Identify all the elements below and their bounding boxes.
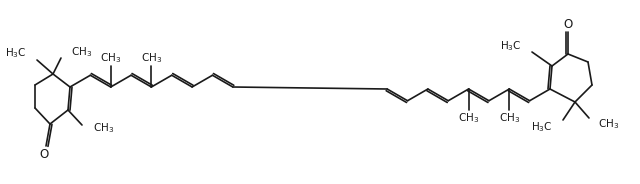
Text: CH$_3$: CH$_3$	[598, 117, 620, 131]
Text: CH$_3$: CH$_3$	[141, 51, 162, 65]
Text: H$_3$C: H$_3$C	[531, 120, 553, 134]
Text: CH$_3$: CH$_3$	[71, 45, 92, 59]
Text: O: O	[563, 17, 573, 31]
Text: CH$_3$: CH$_3$	[93, 121, 114, 135]
Text: H$_3$C: H$_3$C	[5, 46, 27, 60]
Text: CH$_3$: CH$_3$	[499, 111, 520, 125]
Text: CH$_3$: CH$_3$	[100, 51, 122, 65]
Text: CH$_3$: CH$_3$	[458, 111, 479, 125]
Text: H$_3$C: H$_3$C	[500, 39, 522, 53]
Text: O: O	[40, 148, 49, 160]
